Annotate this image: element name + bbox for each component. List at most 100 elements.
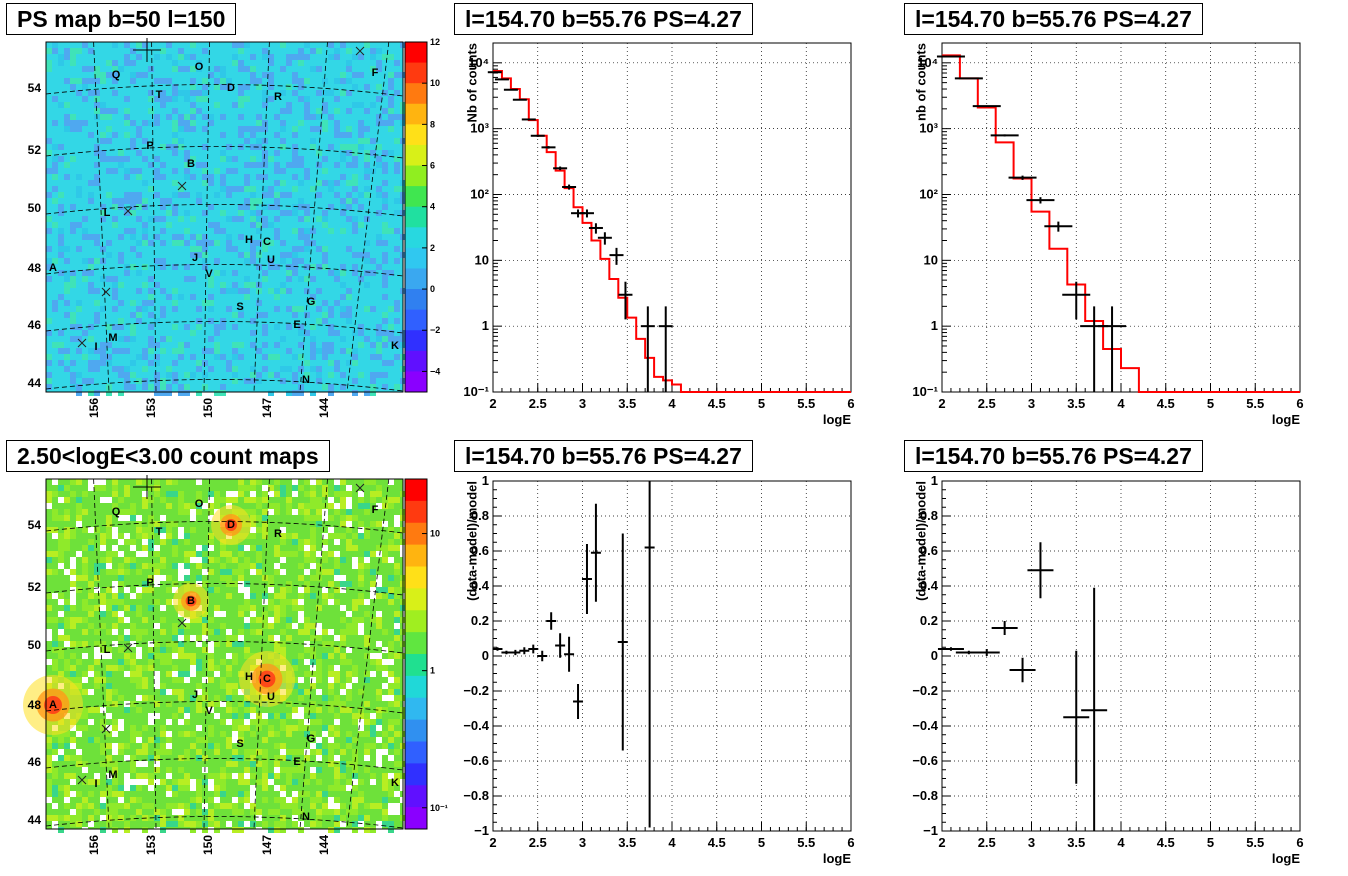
- x-tick-label: 2: [938, 835, 945, 850]
- lon-tick-label: 156: [87, 398, 101, 418]
- lon-tick-label: 153: [144, 398, 158, 418]
- x-tick-label: 3.5: [1067, 835, 1085, 850]
- source-label-T: T: [156, 89, 163, 101]
- x-tick-label: 2: [489, 396, 496, 411]
- latitude-line: [45, 521, 404, 534]
- colorbar-tick-label: 8: [430, 119, 435, 129]
- y-tick-label: 10⁻¹: [912, 384, 938, 399]
- lat-tick-label: 54: [28, 81, 42, 95]
- source-label-K: K: [391, 340, 399, 352]
- x-axis-label: logE: [823, 851, 851, 866]
- source-label-S: S: [236, 738, 243, 750]
- data-point: [581, 544, 592, 614]
- latitude-line: [45, 583, 404, 596]
- data-point: [597, 232, 612, 245]
- source-label-D: D: [227, 82, 235, 94]
- source-label-O: O: [195, 498, 204, 510]
- lat-tick-label: 48: [28, 698, 42, 712]
- y-tick-label: 0: [931, 648, 938, 663]
- data-point: [503, 88, 518, 91]
- lon-tick-label: 147: [260, 398, 274, 418]
- y-tick-label: 0.2: [920, 613, 938, 628]
- source-label-F: F: [372, 504, 379, 516]
- colorbar-tick-label: 4: [430, 202, 435, 212]
- plot-top-right: 2 2.5 3 3.5 4 4.5 5 5.5 6 10⁴ 10³ 10² 10 1 10⁻¹ logE nb …: [912, 42, 1304, 427]
- latitude-line: [45, 264, 404, 277]
- x-tick-label: 3.5: [618, 396, 636, 411]
- plot-top-middle: 2 2.5 3 3.5 4 4.5 5 5.5 6 10⁴ 10³ 10² 10 1 10⁻¹ logE Nb …: [463, 42, 855, 427]
- plot-grid: [942, 43, 1300, 392]
- x-tick-label: 4.5: [1157, 396, 1175, 411]
- latitude-line: [45, 321, 404, 334]
- source-label-N: N: [302, 374, 310, 386]
- colorbar-tick-label: 12: [430, 37, 440, 47]
- y-tick-label: −0.6: [463, 753, 489, 768]
- y-tick-label: 10: [924, 252, 938, 267]
- y-tick-label: 1: [482, 473, 489, 488]
- plot-grid: [942, 481, 1300, 831]
- data-point: [487, 71, 502, 74]
- data-point: [562, 184, 577, 190]
- source-cross-marker: [177, 181, 187, 191]
- lat-tick-label: 46: [28, 318, 42, 332]
- y-tick-label: 0.2: [471, 613, 489, 628]
- map-top-title: PS map b=50 l=150: [6, 3, 237, 35]
- data-point: [553, 166, 568, 171]
- x-tick-label: 5: [758, 396, 765, 411]
- data-point: [494, 78, 509, 81]
- source-cross-marker: [177, 618, 187, 628]
- x-tick-label: 4: [668, 835, 676, 850]
- source-label-J: J: [192, 252, 198, 264]
- source-label-A: A: [49, 262, 57, 274]
- y-tick-label: 1: [931, 473, 938, 488]
- source-cross-marker: [101, 724, 111, 734]
- data-points: [492, 481, 655, 828]
- colorbar: 12 10 8 6 4 2 0 −2 −4: [404, 37, 440, 393]
- source-label-R: R: [274, 528, 282, 540]
- data-point: [1008, 175, 1037, 180]
- data-point: [512, 98, 527, 101]
- source-label-P: P: [146, 140, 153, 152]
- hotspot-center: [225, 519, 237, 531]
- data-point: [954, 77, 983, 80]
- map-pixel-texture: [46, 479, 406, 833]
- x-tick-label: 2.5: [978, 835, 996, 850]
- longitude-line: [253, 478, 270, 830]
- plot-frame: [492, 480, 852, 832]
- longitude-line: [93, 41, 110, 393]
- source-label-J: J: [192, 689, 198, 701]
- data-point: [530, 134, 545, 137]
- x-tick-label: 5.5: [1246, 396, 1264, 411]
- y-tick-label: 1: [931, 318, 938, 333]
- x-tick-label: 5: [1207, 835, 1214, 850]
- source-label-P: P: [146, 577, 153, 589]
- y-tick-label: −0.4: [463, 718, 489, 733]
- data-points: [487, 71, 673, 392]
- y-tick-label: 10³: [470, 121, 489, 136]
- y-tick-label: 0: [482, 648, 489, 663]
- latitude-line: [45, 641, 404, 654]
- data-points: [936, 55, 1127, 392]
- source-label-L: L: [104, 644, 111, 656]
- colorbar-tick-label: 6: [430, 161, 435, 171]
- y-tick-label: 10²: [919, 186, 938, 201]
- lat-tick-label: 50: [28, 201, 42, 215]
- source-label-Q: Q: [112, 69, 121, 81]
- data-point: [573, 684, 584, 719]
- x-tick-label: 3: [1028, 396, 1035, 411]
- data-point: [555, 633, 566, 658]
- lat-tick-label: 52: [28, 143, 42, 157]
- data-point: [937, 647, 964, 651]
- y-tick-label: 1: [482, 318, 489, 333]
- source-label-H: H: [245, 671, 253, 683]
- y-tick-label: −1: [923, 823, 938, 838]
- data-point: [617, 533, 628, 751]
- map-frame: [45, 478, 404, 830]
- data-point: [501, 650, 512, 655]
- latitude-line: [45, 379, 404, 392]
- latitude-line: [45, 204, 404, 217]
- residual-title-bottom-right: l=154.70 b=55.76 PS=4.27: [904, 440, 1203, 472]
- y-tick-label: 10⁴: [468, 55, 489, 70]
- colorbar-tick-label: 10: [430, 78, 440, 88]
